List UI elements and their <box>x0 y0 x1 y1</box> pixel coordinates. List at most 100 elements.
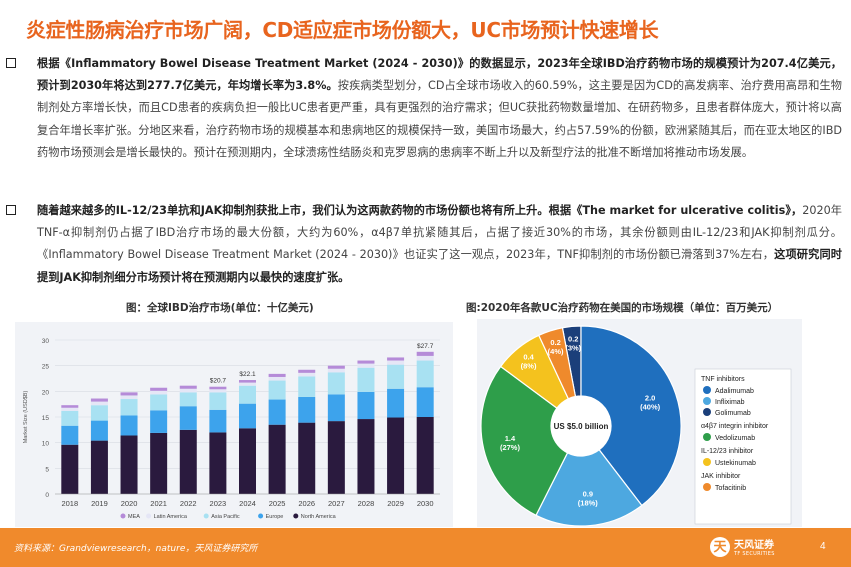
y-axis-label: Market Size (USD$B) <box>23 391 29 444</box>
bullet-2-bold-conclusion: 这项研究同时提到JAK抑制剂细分市场预计将在预测期内以最快的速度扩张。 <box>37 248 842 284</box>
slice-percent-label: (27%) <box>500 443 521 452</box>
bar-segment-latin-america <box>239 382 256 386</box>
bar-segment-mea <box>209 386 227 390</box>
bar-segment-asia-pacific <box>327 372 345 395</box>
x-tick-label: 2026 <box>298 499 315 508</box>
legend-swatch <box>293 513 299 519</box>
bar-segment-europe <box>268 399 286 425</box>
legend-label: Europe <box>266 514 284 520</box>
bar-segment-europe <box>416 387 434 417</box>
bar-segment-asia-pacific <box>268 380 286 400</box>
bar-segment-north-america <box>416 417 434 494</box>
bar-segment-asia-pacific <box>120 399 138 416</box>
legend-label: Latin America <box>154 514 188 520</box>
legend-swatch <box>703 483 711 491</box>
bar-segment-latin-america <box>150 390 168 395</box>
legend-label: Ustekinumab <box>715 460 756 467</box>
bar-segment-europe <box>357 391 375 420</box>
slice-value-label: 0.4 <box>523 353 534 362</box>
bar-segment-asia-pacific <box>90 405 108 421</box>
bar-segment-asia-pacific <box>179 392 197 407</box>
bar-segment-latin-america <box>357 363 375 368</box>
bar-segment-europe <box>239 403 256 429</box>
bar-segment-asia-pacific <box>387 364 405 389</box>
x-tick-label: 2018 <box>61 499 78 508</box>
bar-total-label: $20.7 <box>210 378 227 385</box>
legend-swatch <box>146 513 152 519</box>
x-tick-label: 2019 <box>91 499 108 508</box>
bar-segment-asia-pacific <box>61 410 79 426</box>
bar-segment-north-america <box>150 432 168 494</box>
left-chart-caption: 图：全球IBD治疗市场(单位：十亿美元) <box>126 302 314 314</box>
bar-segment-latin-america <box>268 376 286 381</box>
y-tick-label: 5 <box>45 466 49 473</box>
bar-segment-north-america <box>387 417 405 494</box>
bar-segment-mea <box>357 360 375 364</box>
slice-percent-label: (40%) <box>640 403 661 412</box>
x-tick-label: 2025 <box>269 499 286 508</box>
y-tick-label: 15 <box>42 415 50 422</box>
bar-segment-mea <box>387 357 405 361</box>
page-title: 炎症性肠病治疗市场广阔，CD适应症市场份额大，UC市场预计快速增长 <box>26 18 659 42</box>
bullet-paragraph-2: 随着越来越多的IL-12/23单抗和JAK抑制剂获批上市，我们认为这两款药物的市… <box>6 200 842 289</box>
bar-segment-north-america <box>61 444 79 494</box>
logo-subtext: TF SECURITIES <box>734 551 775 557</box>
legend-swatch <box>120 513 126 519</box>
legend-label: MEA <box>128 514 140 520</box>
bullet-1-text: 按疾病类型划分，CD占全球市场收入的60.59%，这主要是因为CD的高发病率、治… <box>37 79 842 159</box>
bar-segment-north-america <box>357 419 375 494</box>
bar-segment-latin-america <box>298 372 316 377</box>
bar-segment-asia-pacific <box>239 385 256 404</box>
company-logo: 天 天风证券 TF SECURITIES <box>710 536 775 557</box>
bar-segment-mea <box>120 392 138 396</box>
slice-percent-label: (3%) <box>565 343 581 352</box>
legend-swatch <box>703 433 711 441</box>
bar-segment-north-america <box>268 424 286 494</box>
bar-segment-latin-america <box>416 355 434 361</box>
bar-segment-asia-pacific <box>357 367 375 392</box>
legend-group-title: JAK inhibitor <box>701 473 741 480</box>
y-tick-label: 10 <box>42 441 50 448</box>
legend-label: North America <box>301 514 337 520</box>
legend-swatch <box>703 408 711 416</box>
legend-label: Asia Pacific <box>211 514 240 520</box>
bar-segment-north-america <box>179 429 197 494</box>
bar-segment-north-america <box>209 432 227 494</box>
x-tick-label: 2027 <box>328 499 345 508</box>
bar-segment-mea <box>416 351 434 356</box>
legend-label: Tofacitinib <box>715 485 746 492</box>
y-tick-label: 0 <box>45 492 49 499</box>
legend-group-title: α4β7 integrin inhibitor <box>701 423 769 430</box>
bar-segment-mea <box>179 385 197 389</box>
bar-segment-latin-america <box>387 360 405 365</box>
bar-segment-north-america <box>239 428 256 494</box>
logo-mark-icon: 天 <box>710 536 730 557</box>
bar-segment-asia-pacific <box>150 394 168 411</box>
legend-box <box>694 368 792 525</box>
bar-segment-latin-america <box>327 368 345 373</box>
bar-segment-europe <box>387 388 405 418</box>
y-tick-label: 20 <box>42 389 50 396</box>
donut-center-label: US $5.0 billion <box>554 422 609 431</box>
bar-segment-north-america <box>327 421 345 494</box>
x-tick-label: 2020 <box>121 499 138 508</box>
legend-swatch <box>703 458 711 466</box>
bar-segment-europe <box>209 409 227 433</box>
x-tick-label: 2023 <box>210 499 227 508</box>
bar-segment-mea <box>239 380 256 383</box>
bar-segment-mea <box>298 369 316 373</box>
legend-label: Adalimumab <box>715 388 754 395</box>
bar-segment-europe <box>327 394 345 422</box>
bar-segment-mea <box>268 373 286 377</box>
legend-group-title: TNF inhibitors <box>701 376 745 383</box>
bar-segment-north-america <box>120 435 138 494</box>
legend-group-title: IL-12/23 inhibitor <box>701 448 754 455</box>
legend-swatch <box>258 513 264 519</box>
bar-segment-mea <box>327 365 345 369</box>
bar-total-label: $27.7 <box>417 343 434 350</box>
bar-segment-north-america <box>298 422 316 494</box>
x-tick-label: 2021 <box>150 499 167 508</box>
slice-value-label: 2.0 <box>645 394 655 403</box>
bar-total-label: $22.1 <box>239 371 256 378</box>
bar-segment-asia-pacific <box>416 360 434 388</box>
